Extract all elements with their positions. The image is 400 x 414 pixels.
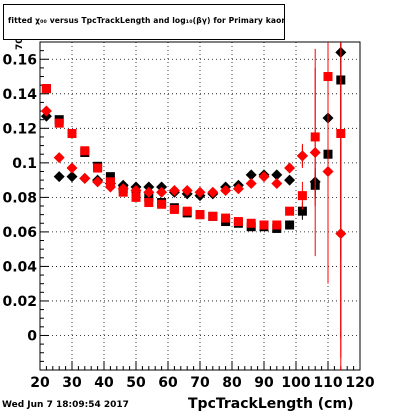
x-tick-label: 40 bbox=[94, 375, 114, 391]
data-point-diamond bbox=[181, 184, 193, 196]
y-tick-label: 0.06 bbox=[2, 225, 37, 241]
data-point-square bbox=[182, 206, 192, 216]
x-tick-label: 110 bbox=[313, 375, 342, 391]
y-tick-label: 0 bbox=[27, 328, 37, 344]
x-tick-label: 70 bbox=[190, 375, 210, 391]
data-point-diamond bbox=[53, 171, 65, 183]
y-axis-label-fragment: 70 bbox=[15, 37, 25, 50]
data-point-square bbox=[41, 84, 51, 94]
data-point-square bbox=[169, 204, 179, 214]
data-point-square bbox=[54, 118, 64, 128]
x-axis-label: TpcTrackLength (cm) bbox=[188, 396, 354, 412]
data-point-square bbox=[105, 172, 115, 182]
data-point-diamond bbox=[130, 184, 142, 196]
data-point-diamond bbox=[168, 184, 180, 196]
data-point-square bbox=[208, 211, 218, 221]
data-point-square bbox=[80, 146, 90, 156]
x-tick-label: 50 bbox=[126, 375, 146, 391]
data-point-diamond bbox=[53, 152, 65, 164]
y-tick-label: 0.08 bbox=[2, 190, 37, 206]
data-point-diamond bbox=[296, 150, 308, 162]
data-point-diamond bbox=[271, 169, 283, 181]
data-point-square bbox=[195, 210, 205, 220]
axis-ticks: 20 30 40 50 60 70 80 90 100 110 120 0 0.02 0.04 0.06 0.… bbox=[2, 50, 375, 391]
data-point-square bbox=[246, 218, 256, 228]
grid bbox=[40, 42, 360, 370]
data-point-square bbox=[233, 217, 243, 227]
data-point-diamond bbox=[79, 172, 91, 184]
data-point-diamond bbox=[245, 178, 257, 190]
x-tick-label: 80 bbox=[222, 375, 242, 391]
x-tick-label: 100 bbox=[281, 375, 310, 391]
data-point-diamond bbox=[309, 146, 321, 158]
data-point-diamond bbox=[207, 186, 219, 198]
data-point-diamond bbox=[271, 178, 283, 190]
data-point-diamond bbox=[156, 186, 168, 198]
data-point-square bbox=[131, 192, 141, 202]
data-point-diamond bbox=[335, 228, 347, 240]
data-point-square bbox=[221, 213, 231, 223]
x-tick-label: 20 bbox=[30, 375, 50, 391]
data-point-square bbox=[272, 220, 282, 230]
chart-title: fitted χ₀₀ versus TpcTrackLength and log… bbox=[8, 16, 284, 25]
data-point-diamond bbox=[322, 165, 334, 177]
y-tick-label: 0.16 bbox=[2, 52, 37, 68]
y-tick-label: 0.12 bbox=[2, 121, 37, 137]
footer-timestamp: Wed Jun 7 18:09:54 2017 bbox=[2, 400, 129, 410]
data-points bbox=[40, 42, 347, 370]
x-tick-label: 30 bbox=[62, 375, 82, 391]
data-point-diamond bbox=[284, 162, 296, 174]
data-point-square bbox=[259, 220, 269, 230]
data-point-square bbox=[93, 163, 103, 173]
data-point-diamond bbox=[92, 176, 104, 188]
data-point-diamond bbox=[220, 184, 232, 196]
data-point-diamond bbox=[258, 171, 270, 183]
data-point-square bbox=[67, 128, 77, 138]
data-point-diamond bbox=[117, 183, 129, 195]
data-point-square bbox=[297, 191, 307, 201]
y-tick-label: 0.02 bbox=[2, 294, 37, 310]
y-tick-label: 0.04 bbox=[2, 259, 37, 275]
data-point-square bbox=[144, 198, 154, 208]
data-point-diamond bbox=[232, 183, 244, 195]
title-box: fitted χ₀₀ versus TpcTrackLength and log… bbox=[3, 4, 285, 40]
x-tick-label: 120 bbox=[345, 375, 374, 391]
data-point-diamond bbox=[245, 169, 257, 181]
data-point-diamond bbox=[143, 186, 155, 198]
data-point-diamond bbox=[40, 105, 52, 117]
data-point-diamond bbox=[284, 174, 296, 186]
x-tick-label: 90 bbox=[254, 375, 274, 391]
data-point-square bbox=[157, 199, 167, 209]
data-point-diamond bbox=[104, 181, 116, 193]
data-point-diamond bbox=[66, 162, 78, 174]
y-tick-label: 0.14 bbox=[2, 87, 37, 103]
data-point-diamond bbox=[66, 171, 78, 183]
y-tick-label: 0.1 bbox=[12, 156, 37, 172]
x-tick-label: 60 bbox=[158, 375, 178, 391]
data-point-square bbox=[285, 220, 295, 230]
data-point-square bbox=[285, 206, 295, 216]
data-point-diamond bbox=[194, 186, 206, 198]
data-point-square bbox=[297, 206, 307, 216]
